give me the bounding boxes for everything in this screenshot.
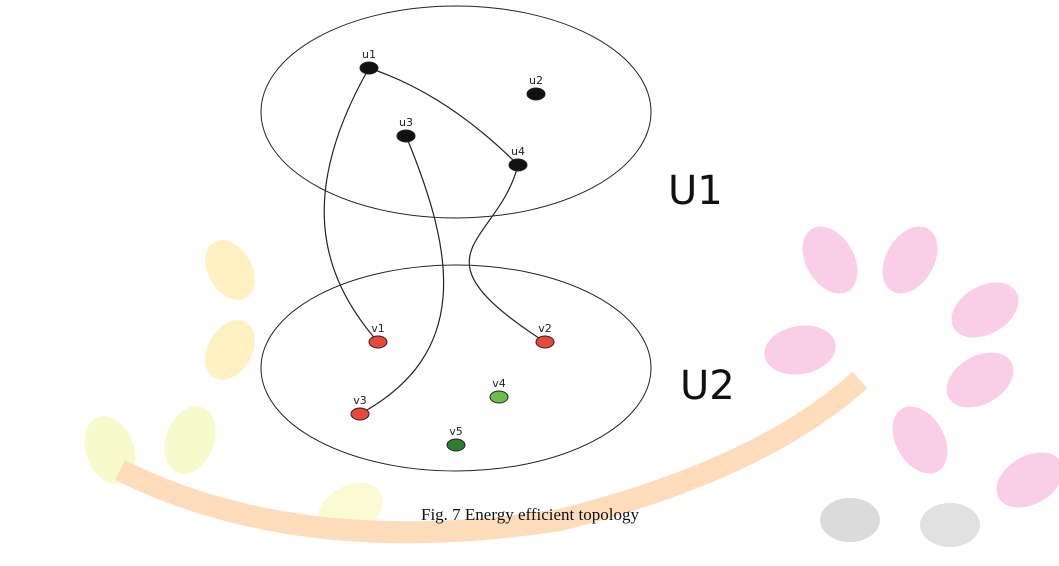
node — [359, 61, 379, 75]
node-label: v5 — [449, 425, 463, 438]
node — [368, 335, 388, 349]
node — [489, 390, 509, 404]
node-label: u3 — [399, 116, 413, 129]
node — [526, 87, 546, 101]
node-label: v1 — [371, 322, 385, 335]
node — [350, 407, 370, 421]
topology: U1 U2 u1 u2 u3 u4 v1 v2 v3 v4 v5 — [260, 5, 735, 472]
node — [396, 129, 416, 143]
cluster-label: U2 — [680, 363, 735, 409]
node — [446, 438, 466, 452]
node-label: u1 — [362, 48, 376, 61]
node — [508, 158, 528, 172]
edge — [323, 67, 379, 343]
node — [535, 335, 555, 349]
node-label: v4 — [492, 377, 506, 390]
cluster-label: U1 — [668, 168, 723, 214]
edge — [368, 67, 519, 166]
node-label: v3 — [353, 394, 367, 407]
node-label: u4 — [511, 145, 525, 158]
node-label: v2 — [538, 322, 552, 335]
caption: Fig. 7 Energy efficient topology — [421, 505, 639, 524]
cluster — [260, 264, 652, 472]
cluster — [260, 5, 652, 219]
node-label: u2 — [529, 74, 543, 87]
edge — [468, 164, 546, 343]
edge — [359, 135, 445, 415]
watermark — [84, 226, 1059, 547]
